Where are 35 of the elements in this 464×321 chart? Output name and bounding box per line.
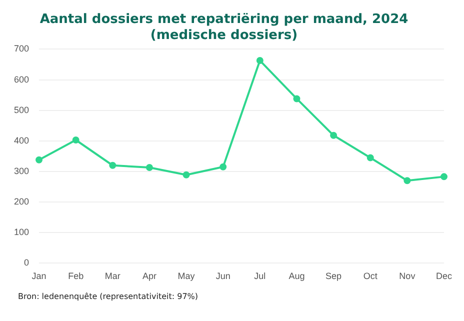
point bbox=[146, 164, 153, 172]
point bbox=[330, 132, 338, 139]
x-tick-label: Jan bbox=[32, 271, 46, 282]
x-tick-label: Oct bbox=[363, 271, 378, 282]
point bbox=[182, 171, 190, 178]
point bbox=[366, 154, 374, 162]
text: Aantal dossiers met repatriëring per maand, 2024 bbox=[40, 12, 408, 28]
y-tick-label: 700 bbox=[14, 44, 30, 54]
y-tick-label: 400 bbox=[14, 135, 30, 146]
point bbox=[440, 173, 448, 180]
text: Bron: ledenenquête (representativiteit: 97%) bbox=[18, 292, 198, 301]
x-tick-label: Apr bbox=[142, 271, 156, 282]
x-tick-label: Nov bbox=[399, 271, 416, 282]
x-tick-label: May bbox=[178, 271, 196, 282]
y-tick-label: 100 bbox=[14, 227, 30, 238]
y-tick-label: 0 bbox=[24, 258, 30, 268]
point bbox=[109, 162, 116, 169]
y-tick-label: 600 bbox=[14, 74, 30, 84]
point bbox=[404, 177, 411, 184]
point bbox=[72, 136, 80, 144]
y-tick-label: 500 bbox=[14, 104, 30, 115]
x-tick-label: Dec bbox=[436, 271, 452, 282]
x-tick-label: Sep bbox=[326, 271, 342, 282]
point bbox=[36, 156, 43, 164]
y-tick-label: 300 bbox=[14, 166, 30, 176]
x-tick-label: Feb bbox=[68, 271, 84, 282]
x-tick-label: Mar bbox=[104, 271, 120, 282]
x-tick-label: Jul bbox=[254, 271, 266, 282]
x-tick-label: Aug bbox=[288, 271, 305, 282]
point bbox=[293, 95, 300, 102]
x-tick-label: Jun bbox=[216, 271, 230, 282]
text: (medische dossiers) bbox=[150, 28, 298, 43]
y-tick-label: 200 bbox=[14, 196, 30, 207]
point bbox=[256, 57, 264, 64]
point bbox=[220, 163, 227, 170]
